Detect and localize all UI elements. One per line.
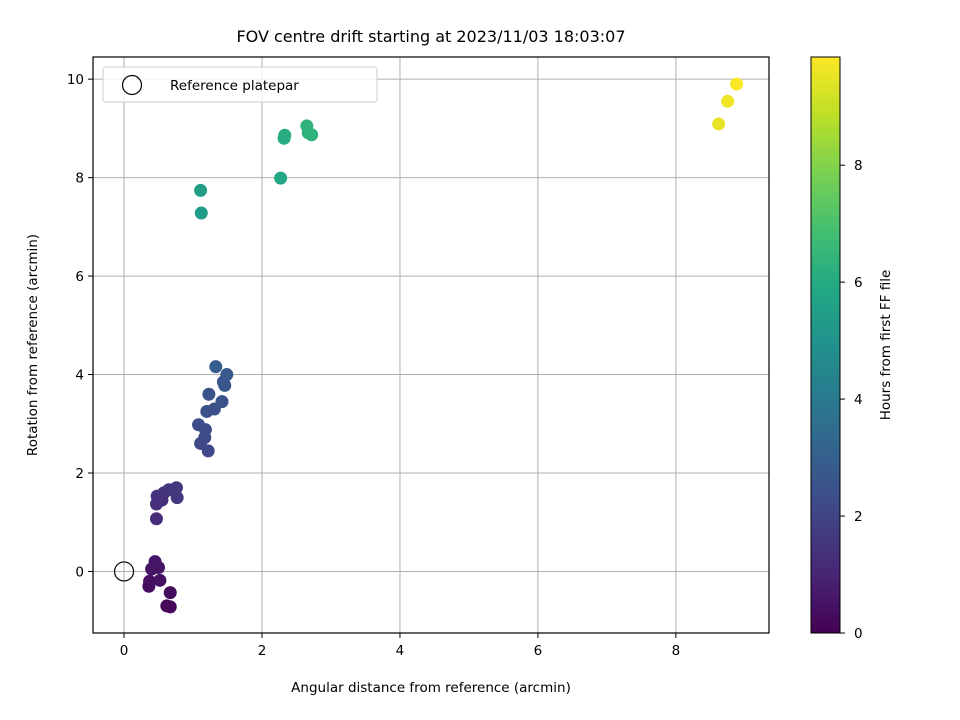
- data-point: [153, 573, 167, 587]
- x-tick-label: 6: [534, 643, 543, 659]
- data-point: [192, 418, 206, 432]
- plot-frame: [92, 56, 770, 634]
- data-point: [220, 368, 234, 382]
- legend-box: [102, 66, 378, 103]
- colorbar-gradient: [810, 56, 841, 634]
- colorbar-label: Hours from first FF file: [878, 270, 894, 421]
- data-point: [730, 77, 744, 91]
- reference-marker-group: [113, 561, 135, 582]
- chart-title: FOV centre drift starting at 2023/11/03 …: [236, 27, 625, 46]
- y-tick-label: 8: [75, 171, 84, 187]
- data-point: [163, 586, 177, 600]
- y-axis-label: Rotation from reference (arcmin): [25, 234, 41, 456]
- colorbar-tick-label: 4: [854, 392, 863, 408]
- data-point: [202, 387, 216, 401]
- y-tick-label: 2: [75, 466, 84, 482]
- x-tick-label: 2: [258, 643, 267, 659]
- data-points: [142, 77, 744, 614]
- colorbar-tick-label: 6: [854, 275, 863, 291]
- x-tick-label: 0: [120, 643, 129, 659]
- colorbar-ticks: 0 2 4 6 8: [840, 158, 863, 642]
- data-point: [721, 94, 735, 108]
- colorbar-tick-label: 8: [854, 158, 863, 174]
- y-tick-label: 0: [75, 564, 84, 580]
- x-axis-label: Angular distance from reference (arcmin): [291, 680, 571, 696]
- legend: Reference platepar: [102, 66, 378, 103]
- data-point: [169, 481, 183, 495]
- colorbar-tick-label: 0: [854, 626, 863, 642]
- y-tick-label: 10: [67, 72, 84, 88]
- legend-reference-marker: [121, 74, 143, 96]
- x-axis-ticks: 0 2 4 6 8: [120, 633, 680, 659]
- y-tick-label: 4: [75, 368, 84, 384]
- reference-platepar-marker: [113, 561, 135, 582]
- data-point: [194, 206, 208, 220]
- data-point: [300, 119, 314, 133]
- colorbar: 0 2 4 6 8 Hours from first FF file: [810, 56, 894, 642]
- data-point: [163, 600, 177, 614]
- x-tick-label: 4: [396, 643, 405, 659]
- data-point: [149, 512, 163, 526]
- data-point: [712, 117, 726, 131]
- y-axis-ticks: 0 2 4 6 8 10: [67, 72, 93, 580]
- data-point: [194, 183, 208, 197]
- data-point: [143, 574, 157, 588]
- data-point: [278, 128, 292, 142]
- y-tick-label: 6: [75, 269, 84, 285]
- data-point: [215, 395, 229, 409]
- data-point: [209, 360, 223, 374]
- colorbar-tick-label: 2: [854, 509, 863, 525]
- data-point: [170, 491, 184, 505]
- legend-label-reference: Reference platepar: [170, 78, 299, 94]
- grid-lines: [93, 57, 769, 633]
- data-point: [148, 555, 162, 569]
- data-point: [274, 171, 288, 185]
- x-tick-label: 8: [672, 643, 681, 659]
